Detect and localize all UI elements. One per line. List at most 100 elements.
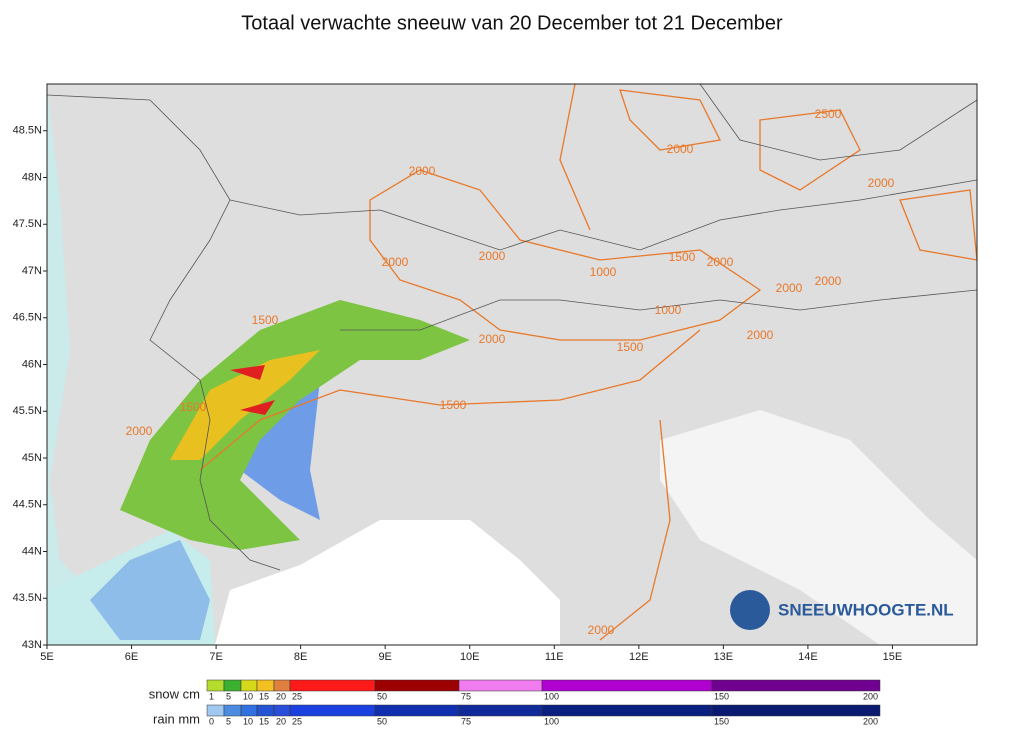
lon-label: 14E xyxy=(798,651,818,663)
lat-label: 46.5N xyxy=(13,312,42,324)
contour-label: 1500 xyxy=(440,398,467,412)
legend-stop: 1 xyxy=(209,691,214,701)
lon-label: 10E xyxy=(460,651,480,663)
lon-label: 9E xyxy=(378,651,391,663)
contour-label: 2000 xyxy=(409,164,436,178)
contour-label: 2000 xyxy=(382,255,409,269)
legend-swatch xyxy=(273,679,291,692)
lat-label: 44.5N xyxy=(13,499,42,511)
legend-swatch xyxy=(289,679,376,692)
lat-label: 46N xyxy=(22,358,42,370)
legend-stop: 5 xyxy=(226,716,231,726)
logo: SNEEUWHOOGTE.NL xyxy=(778,600,954,619)
legend-swatch xyxy=(223,679,242,692)
lat-label: 44N xyxy=(22,545,42,557)
contour-label: 1000 xyxy=(590,265,617,279)
legend-swatch xyxy=(240,679,258,692)
lat-label: 48N xyxy=(22,171,42,183)
legend-stop: 0 xyxy=(209,716,214,726)
lon-label: 12E xyxy=(629,651,649,663)
legend-stop: 50 xyxy=(377,716,387,726)
contour-label: 1500 xyxy=(669,250,696,264)
legend-stop: 5 xyxy=(226,691,231,701)
legend-swatch xyxy=(458,679,543,692)
contour-label: 2000 xyxy=(707,255,734,269)
lon-label: 11E xyxy=(545,651,564,663)
contour-label: 2000 xyxy=(667,142,694,156)
lon-label: 13E xyxy=(714,651,734,663)
contour-label: 2500 xyxy=(815,107,842,121)
lat-label: 47.5N xyxy=(13,218,42,230)
contour-label: 1000 xyxy=(655,303,682,317)
logo-icon xyxy=(730,590,770,630)
contour-label: 1500 xyxy=(252,313,279,327)
contour-label: 2000 xyxy=(815,274,842,288)
contour-label: 2000 xyxy=(868,176,895,190)
lon-label: 15E xyxy=(883,651,903,663)
lat-label: 43N xyxy=(22,639,42,651)
contour-label: 1500 xyxy=(617,340,644,354)
legend-stop: 75 xyxy=(461,691,471,701)
legend-swatch xyxy=(206,704,225,717)
legend-swatch xyxy=(711,679,881,692)
contour-label: 1500 xyxy=(180,400,207,414)
legend-stop: 50 xyxy=(377,691,387,701)
legend-stop: 20 xyxy=(276,691,286,701)
contour-label: 2000 xyxy=(126,424,153,438)
contour-label: 2000 xyxy=(776,281,803,295)
contour-label: 2000 xyxy=(479,249,506,263)
snow-area xyxy=(170,350,320,460)
legend-swatch xyxy=(256,704,275,717)
borders xyxy=(46,83,978,571)
lat-label: 45N xyxy=(22,452,42,464)
legend-stop: 10 xyxy=(243,691,253,701)
lon-label: 8E xyxy=(294,651,307,663)
legend-swatch xyxy=(458,704,543,717)
legend-stop: 150 xyxy=(714,716,729,726)
legend-swatch xyxy=(374,704,460,717)
contour-label: 2000 xyxy=(588,623,615,637)
legend-stop: 15 xyxy=(259,716,269,726)
legend-swatch xyxy=(223,704,242,717)
legend-title: rain mm xyxy=(153,711,200,726)
legend-stop: 25 xyxy=(292,691,302,701)
contour-label: 2000 xyxy=(479,332,506,346)
legend-stop: 150 xyxy=(714,691,729,701)
legend-swatch xyxy=(256,679,275,692)
snow-area xyxy=(230,365,275,415)
lat-label: 47N xyxy=(22,265,42,277)
snow-area xyxy=(120,300,470,550)
title: Totaal verwachte sneeuw van 20 December … xyxy=(241,12,783,34)
legend-stop: 25 xyxy=(292,716,302,726)
lat-label: 45.5N xyxy=(13,405,42,417)
legend-swatch xyxy=(711,704,881,717)
legend-swatch xyxy=(541,704,713,717)
legend-stop: 15 xyxy=(259,691,269,701)
legend-swatch xyxy=(541,679,713,692)
rain-area xyxy=(90,540,210,640)
legend-swatch xyxy=(206,679,225,692)
map: SNEEUWHOOGTE.NL xyxy=(46,83,978,646)
sea xyxy=(215,520,560,645)
lat-label: 43.5N xyxy=(13,592,42,604)
adriatic xyxy=(660,410,977,645)
legend-stop: 200 xyxy=(863,691,878,701)
legend-stop: 20 xyxy=(276,716,286,726)
legend-swatch xyxy=(273,704,291,717)
legend-stop: 10 xyxy=(243,716,253,726)
legend-swatch xyxy=(374,679,460,692)
lon-label: 5E xyxy=(40,651,53,663)
legend-stop: 75 xyxy=(461,716,471,726)
legend-stop: 100 xyxy=(544,716,559,726)
lat-label: 48.5N xyxy=(13,125,42,137)
legend-swatch xyxy=(289,704,376,717)
lon-label: 7E xyxy=(209,651,222,663)
contours xyxy=(199,83,978,641)
lon-label: 6E xyxy=(125,651,138,663)
legend-title: snow cm xyxy=(149,686,200,701)
contour-label: 2000 xyxy=(747,328,774,342)
legend-stop: 200 xyxy=(863,716,878,726)
legend-stop: 100 xyxy=(544,691,559,701)
legend-swatch xyxy=(240,704,258,717)
